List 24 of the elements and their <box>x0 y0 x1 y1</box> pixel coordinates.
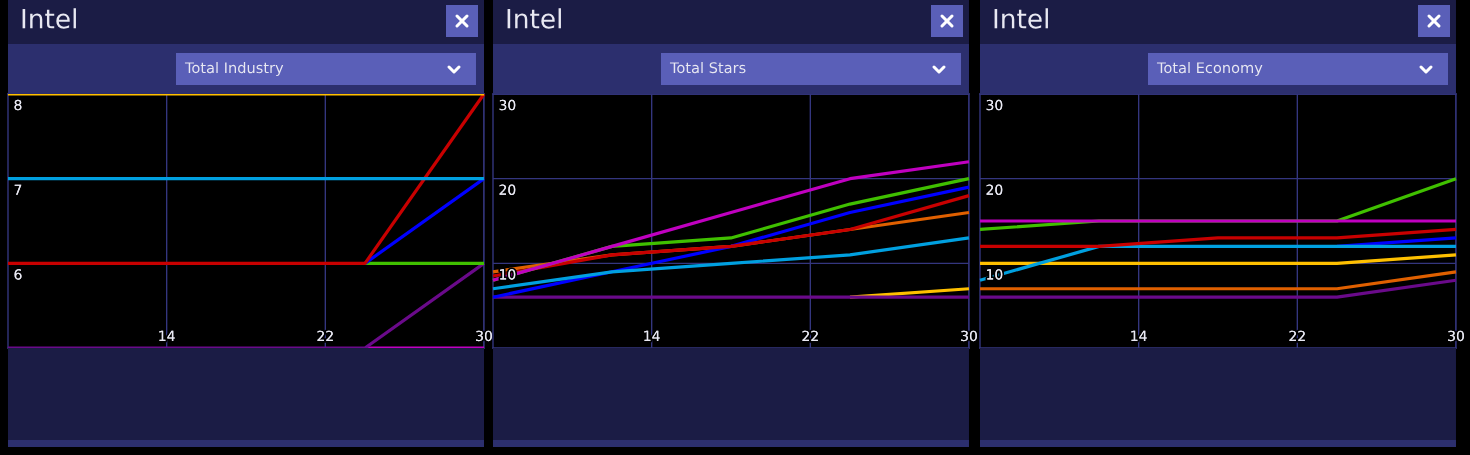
y-tick-label: 20 <box>499 184 516 195</box>
x-tick-label: 30 <box>961 330 977 342</box>
x-tick-label: 22 <box>802 330 818 341</box>
x-tick-label: 30 <box>1448 330 1464 342</box>
chart-title: Intel <box>22 8 76 29</box>
y-tick-label: 30 <box>499 99 516 111</box>
chart-subtitle: Total Stars <box>669 61 746 74</box>
y-tick-label: 30 <box>986 99 1003 111</box>
x-tick-label: 30 <box>476 330 492 342</box>
chart-title: Intel <box>507 8 561 29</box>
y-tick-label: 10 <box>500 269 516 280</box>
y-tick-label: 10 <box>987 269 1003 280</box>
chart-subtitle: Total Industry <box>184 61 284 77</box>
chart-title: Intel <box>994 8 1048 29</box>
y-tick-label: 7 <box>14 184 22 195</box>
x-tick-label: 14 <box>644 330 660 341</box>
x-tick-label: 22 <box>317 330 333 341</box>
y-tick-label: 20 <box>986 184 1003 195</box>
x-tick-label: 14 <box>159 330 175 341</box>
y-tick-label: 6 <box>14 269 22 280</box>
chart-subtitle: Total Economy <box>1156 61 1263 77</box>
y-tick-label: 8 <box>14 99 22 111</box>
x-tick-label: 14 <box>1131 330 1147 341</box>
x-tick-label: 22 <box>1289 330 1305 341</box>
